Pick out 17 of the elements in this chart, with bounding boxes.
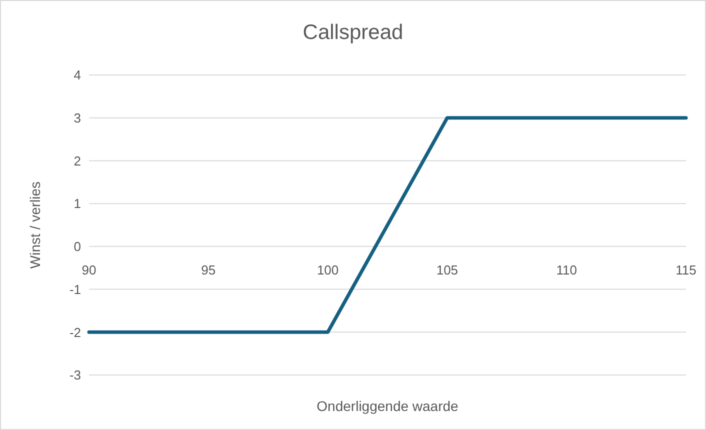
x-tick-label: 90 [82,262,96,278]
y-axis-title: Winst / verlies [26,181,43,269]
y-tick-label: -2 [69,324,81,340]
y-tick-label: 3 [74,110,81,126]
y-tick-label: -3 [69,368,81,383]
chart-title: Callspread [302,21,404,45]
y-tick-label: -1 [69,282,81,297]
x-tick-label: 110 [556,262,577,278]
x-tick-label: 115 [676,262,696,278]
x-tick-label: 100 [316,262,339,278]
x-tick-label: 105 [436,262,458,278]
y-tick-label: 4 [74,68,81,83]
x-axis-title: Onderliggende waarde [316,398,459,414]
y-tick-label: 1 [74,196,81,212]
x-tick-label: 95 [201,262,216,278]
y-tick-label: 0 [74,239,81,254]
y-tick-label: 2 [74,153,81,168]
